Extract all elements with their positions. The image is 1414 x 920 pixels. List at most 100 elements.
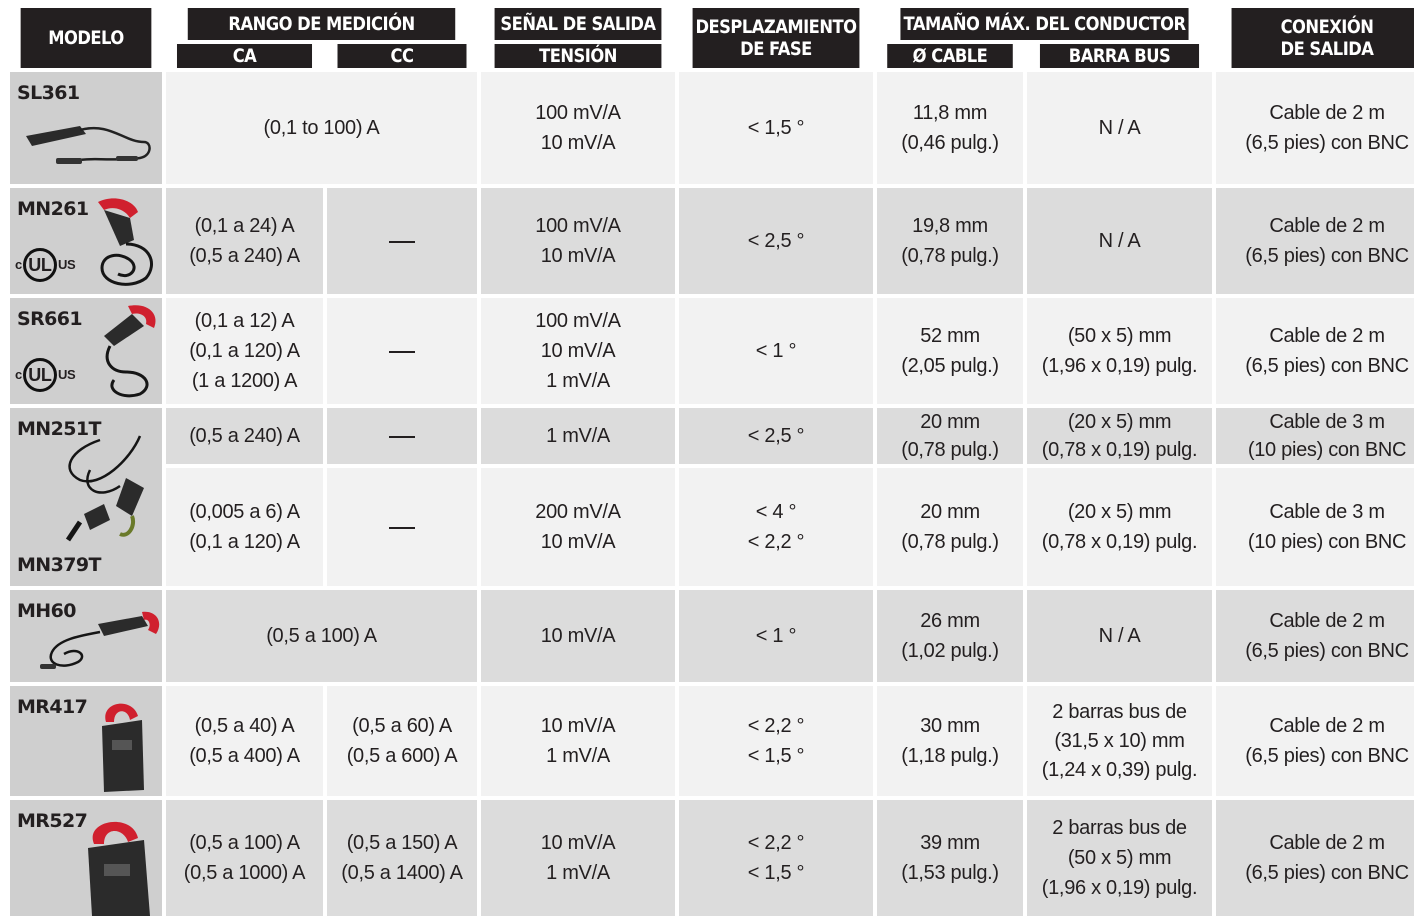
voltage-cell: 10 mV/A	[481, 590, 675, 682]
value-line: < 1,5 °	[747, 745, 805, 767]
dc-cell	[327, 468, 477, 586]
connection-cell: Cable de 3 m (10 pies) con BNC	[1216, 408, 1414, 464]
model-cell: MR527	[10, 800, 162, 916]
header-conductor: TAMAÑO MÁX. DEL CONDUCTOR	[900, 8, 1189, 40]
probe-image	[102, 703, 144, 792]
voltage-cell: 100 mV/A 10 mV/A 1 mV/A	[481, 298, 675, 404]
value-line: (0,5 a 1000) A	[183, 862, 306, 884]
table-row: MH60 (0,5 a 100) A 10 mV/A < 1 ° 26 mm (…	[10, 590, 1414, 682]
value-line: (10 pies) con BNC	[1247, 531, 1407, 553]
busbar-cell: N / A	[1027, 188, 1213, 294]
value-line: (6,5 pies) con BNC	[1245, 862, 1409, 884]
value-line: 100 mV/A	[535, 102, 621, 124]
value-line: (1 a 1200) A	[191, 370, 298, 392]
value-line: (6,5 pies) con BNC	[1245, 745, 1409, 767]
phase-cell: < 2,2 ° < 1,5 °	[679, 686, 873, 796]
range-merged-cell: (0,5 a 100) A	[166, 590, 477, 682]
value-line: (6,5 pies) con BNC	[1245, 355, 1409, 377]
header-phase: DESPLAZAMIENTO DE FASE	[692, 8, 860, 68]
value-line: (0,78 pulg.)	[901, 245, 999, 267]
value-line: Cable de 2 m	[1269, 215, 1385, 237]
value-line: < 2,2 °	[747, 832, 805, 854]
cable-cell: 30 mm (1,18 pulg.)	[877, 686, 1023, 796]
value-line: (0,005 a 6) A	[189, 501, 300, 523]
value-line: (1,96 x 0,19) pulg.	[1041, 355, 1198, 377]
connection-cell: Cable de 2 m (6,5 pies) con BNC	[1216, 188, 1414, 294]
value-line: (0,78 x 0,19) pulg.	[1041, 439, 1198, 461]
ac-cell: (0,005 a 6) A (0,1 a 120) A	[166, 468, 323, 586]
ul-c-label: c	[15, 257, 22, 272]
value-line: (10 pies) con BNC	[1247, 439, 1407, 461]
connection-cell: Cable de 2 m (6,5 pies) con BNC	[1216, 686, 1414, 796]
value-line: 1 mV/A	[546, 862, 610, 884]
value-line: (31,5 x 10) mm	[1054, 729, 1185, 752]
table-row: MN261 c UL US (0,1 a 24) A (0,5 a 240) A…	[10, 188, 1414, 294]
cable-cell: 39 mm (1,53 pulg.)	[877, 800, 1023, 916]
phase-cell: < 1 °	[679, 298, 873, 404]
value-line: (0,5 a 40) A	[194, 715, 295, 737]
voltage-cell: 10 mV/A 1 mV/A	[481, 800, 675, 916]
value-line: (0,5 a 60) A	[352, 715, 452, 737]
dash-mark	[389, 240, 415, 243]
phase-cell: < 2,2 ° < 1,5 °	[679, 800, 873, 916]
connection-cell: Cable de 2 m (6,5 pies) con BNC	[1216, 590, 1414, 682]
value-line: 10 mV/A	[540, 832, 616, 854]
phase-cell: < 2,5 °	[679, 408, 873, 464]
value-line: 20 mm	[920, 501, 980, 523]
dash-mark	[389, 435, 415, 438]
phase-cell: < 4 ° < 2,2 °	[679, 468, 873, 586]
value-line: 10 mV/A	[540, 132, 616, 154]
ul-us-label: US	[57, 257, 76, 272]
ul-c-label: c	[15, 367, 22, 382]
voltage-cell: 1 mV/A	[481, 408, 675, 464]
value-line: Cable de 3 m	[1269, 411, 1385, 433]
value-line: 1 mV/A	[546, 745, 610, 767]
value-line: (0,1 a 24) A	[194, 215, 295, 237]
dc-cell	[327, 298, 477, 404]
value-line: (0,46 pulg.)	[901, 132, 999, 154]
value-line: (0,5 a 240) A	[189, 245, 300, 267]
header-dc: CC	[337, 44, 467, 68]
value-line: 200 mV/A	[535, 501, 621, 523]
cable-cell: 11,8 mm (0,46 pulg.)	[877, 72, 1023, 184]
voltage-cell: 10 mV/A 1 mV/A	[481, 686, 675, 796]
value-line: (6,5 pies) con BNC	[1245, 245, 1409, 267]
value-line: (0,1 a 120) A	[189, 531, 300, 553]
probe-image	[26, 126, 151, 164]
value-line: (0,5 a 150) A	[346, 832, 458, 854]
value-line: (2,05 pulg.)	[901, 355, 999, 377]
dash-mark	[389, 526, 415, 529]
header-busbar: BARRA BUS	[1039, 44, 1200, 68]
header-connection: CONEXIÓN DE SALIDA	[1231, 8, 1414, 68]
value-line: 100 mV/A	[535, 215, 621, 237]
table-row: SL361 (0,1 to 100) A 100 mV/A 10 mV/A < …	[10, 72, 1414, 184]
value-line: 2 barras bus de	[1052, 817, 1187, 839]
dc-cell	[327, 408, 477, 464]
model-name: MN261	[17, 198, 89, 220]
model-cell: MN251T MN379T	[10, 408, 162, 586]
model-name: MR417	[17, 696, 88, 718]
value-line: (0,78 pulg.)	[901, 531, 999, 553]
ac-cell: (0,5 a 40) A (0,5 a 400) A	[166, 686, 323, 796]
header-connection-line2: DE SALIDA	[1280, 38, 1374, 60]
value-line: 11,8 mm	[912, 102, 988, 124]
model-cell: MN261 c UL US	[10, 188, 162, 294]
value-line: Cable de 2 m	[1269, 715, 1385, 737]
ac-cell: (0,5 a 240) A	[166, 408, 323, 464]
value-line: (0,5 a 400) A	[189, 745, 300, 767]
voltage-cell: 100 mV/A 10 mV/A	[481, 72, 675, 184]
header-connection-line1: CONEXIÓN	[1280, 16, 1374, 38]
cable-cell: 20 mm (0,78 pulg.)	[877, 468, 1023, 586]
ul-circle-icon: UL	[22, 248, 57, 282]
value-line: 2 barras bus de	[1052, 700, 1187, 723]
value-line: < 2,2 °	[747, 531, 805, 553]
header-phase-line2: DE FASE	[740, 38, 812, 60]
header-voltage: TENSIÓN	[494, 44, 662, 68]
value-line: (1,96 x 0,19) pulg.	[1041, 877, 1198, 899]
cable-cell: 52 mm (2,05 pulg.)	[877, 298, 1023, 404]
busbar-cell: (20 x 5) mm (0,78 x 0,19) pulg.	[1027, 468, 1213, 586]
value-line: 1 mV/A	[546, 370, 610, 392]
table-row: MN251T MN379T (0,5 a 240) A 1 mV/A < 2,5…	[10, 408, 1414, 586]
ul-us-label: US	[57, 367, 76, 382]
spec-table: MODELO RANGO DE MEDICIÓN SEÑAL DE SALIDA…	[6, 4, 1414, 920]
